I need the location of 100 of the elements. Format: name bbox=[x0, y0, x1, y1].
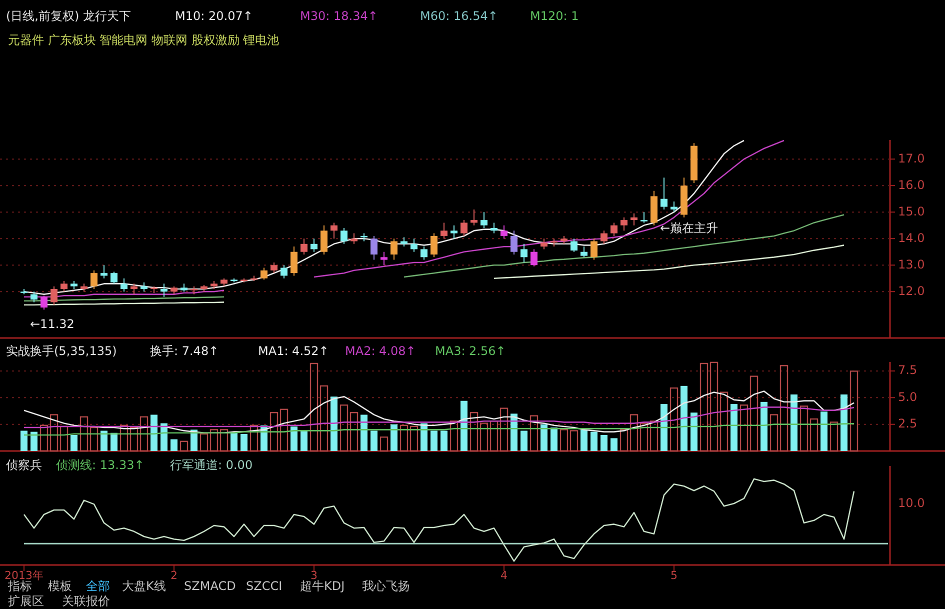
text: 模板 bbox=[48, 579, 72, 593]
text: 10.0 bbox=[898, 496, 925, 510]
candlestick bbox=[50, 286, 58, 306]
y-tick-label: 15.0 bbox=[898, 204, 925, 218]
bar bbox=[180, 440, 188, 452]
bar bbox=[220, 429, 228, 452]
candlestick bbox=[280, 264, 288, 279]
bar bbox=[850, 370, 858, 452]
bar bbox=[40, 424, 48, 452]
candlestick bbox=[640, 212, 648, 224]
line-series bbox=[23, 423, 855, 436]
text: MA3: 2.56↑ bbox=[435, 344, 506, 358]
candlestick bbox=[130, 283, 138, 295]
bar bbox=[500, 408, 508, 452]
bar bbox=[480, 422, 488, 452]
candlestick bbox=[440, 222, 448, 240]
y-tick-label: 5.0 bbox=[898, 390, 918, 404]
candlestick bbox=[430, 232, 438, 258]
text: 扩展区 bbox=[8, 594, 44, 608]
bar bbox=[280, 408, 288, 452]
text: 元器件 广东板块 智能电网 物联网 股权激励 锂电池 bbox=[8, 33, 280, 47]
bar bbox=[810, 418, 818, 452]
bar bbox=[350, 412, 358, 452]
candlestick bbox=[670, 200, 678, 213]
candlestick bbox=[160, 283, 168, 298]
y-tick-label: 17.0 bbox=[898, 151, 925, 166]
annotation: ←巅在主升 bbox=[660, 221, 718, 235]
bar bbox=[620, 429, 628, 452]
bar bbox=[310, 362, 318, 452]
text: 行军通道: 0.00 bbox=[170, 458, 253, 472]
chart-title: (日线,前复权) 龙行天下 bbox=[6, 9, 131, 23]
bar bbox=[710, 362, 718, 452]
candlestick bbox=[530, 248, 538, 267]
text: M30: 18.34↑ bbox=[300, 9, 378, 23]
candlestick bbox=[460, 220, 468, 236]
candlestick bbox=[540, 238, 548, 250]
candlestick bbox=[270, 262, 278, 274]
y-tick-label: 7.5 bbox=[898, 363, 918, 378]
candlestick bbox=[300, 238, 308, 256]
candlestick bbox=[500, 224, 508, 240]
line-series bbox=[23, 390, 855, 434]
candlestick bbox=[400, 236, 408, 248]
bar bbox=[140, 416, 148, 452]
text: M60: 16.54↑ bbox=[420, 9, 498, 23]
bar bbox=[470, 412, 478, 452]
candlestick bbox=[420, 246, 428, 260]
x-tick-label: 3 bbox=[310, 569, 318, 582]
candlestick bbox=[520, 243, 528, 263]
candlestick bbox=[470, 208, 478, 226]
y-tick-label: 13.0 bbox=[898, 257, 925, 272]
candlestick bbox=[610, 222, 618, 236]
text: 关联报价 bbox=[62, 594, 110, 608]
bar bbox=[530, 415, 538, 452]
candlestick bbox=[100, 264, 108, 279]
bar bbox=[800, 406, 808, 452]
bar bbox=[560, 429, 568, 452]
chart-title: 实战换手(5,35,135) bbox=[6, 344, 117, 358]
bar bbox=[410, 426, 418, 452]
candlestick bbox=[660, 177, 668, 210]
bar bbox=[80, 416, 88, 452]
text: 指标 bbox=[7, 579, 32, 593]
bar bbox=[130, 426, 138, 452]
bar bbox=[60, 426, 68, 452]
text: M10: 20.07↑ bbox=[175, 9, 253, 23]
text: 大盘K线 bbox=[122, 579, 166, 593]
candlestick bbox=[390, 238, 398, 260]
bar bbox=[400, 424, 408, 452]
candlestick bbox=[620, 216, 628, 232]
candlestick bbox=[570, 238, 578, 252]
candlestick bbox=[450, 224, 458, 240]
bar bbox=[780, 365, 788, 452]
text: SZMACD bbox=[184, 579, 236, 593]
x-tick-label: 5 bbox=[670, 569, 678, 582]
text: M120: 1 bbox=[530, 9, 579, 23]
bar bbox=[450, 420, 458, 452]
candlestick bbox=[340, 228, 348, 244]
bar bbox=[670, 387, 678, 452]
text: 侦测线: 13.33↑ bbox=[55, 458, 144, 472]
candlestick bbox=[480, 212, 488, 228]
text: SZCCI bbox=[246, 579, 282, 593]
candlestick bbox=[30, 291, 38, 303]
candlestick bbox=[40, 295, 48, 310]
bar bbox=[210, 429, 218, 452]
text: 全部 bbox=[86, 579, 110, 593]
bar bbox=[380, 436, 388, 452]
bar bbox=[640, 422, 648, 452]
line-series bbox=[23, 406, 855, 428]
x-tick-label: 2 bbox=[170, 569, 178, 582]
candlestick bbox=[90, 270, 98, 290]
candlestick bbox=[510, 230, 518, 256]
bar bbox=[740, 404, 748, 452]
y-tick-label: 2.5 bbox=[898, 416, 918, 431]
chart-title: 侦察兵 bbox=[5, 458, 42, 472]
bar bbox=[770, 414, 778, 452]
candlestick bbox=[350, 232, 358, 244]
bar bbox=[490, 420, 498, 452]
text: 换手: 7.48↑ bbox=[150, 344, 219, 358]
candlestick bbox=[330, 222, 338, 240]
bar bbox=[830, 422, 838, 452]
annotation: ←11.32 bbox=[30, 317, 74, 331]
